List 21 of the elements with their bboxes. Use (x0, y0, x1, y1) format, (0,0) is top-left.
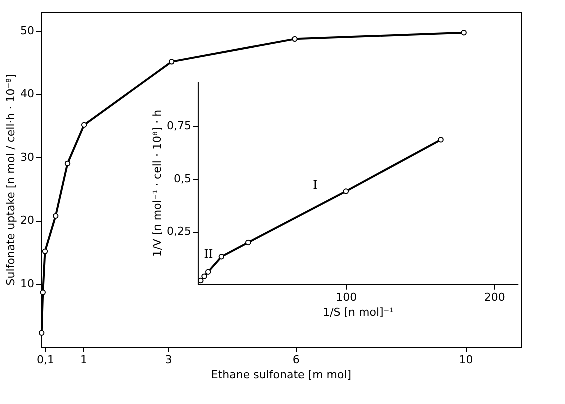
x-tick-label: 3 (165, 354, 172, 366)
y-axis-title: Sulfonate uptake [n mol / cell·h · 10⁻⁸] (4, 74, 18, 286)
x-tick-label: 100 (336, 290, 358, 304)
y-tick-label: 10 (20, 277, 34, 290)
x-tick-label: 0,1 (37, 354, 54, 366)
annotation: II (204, 246, 214, 261)
y-tick-label: 0,25 (166, 225, 192, 238)
x-tick-label: 10 (459, 354, 474, 366)
y-tick-label: 30 (20, 150, 34, 164)
y-tick-label: 40 (20, 88, 34, 101)
y-axis-title: 1/V [n mol⁻¹ · cell · 10⁸] · h (150, 110, 164, 258)
y-tick-label: 0,75 (166, 120, 192, 133)
y-tick-label: 20 (20, 214, 34, 228)
x-tick-label: 1 (80, 354, 88, 366)
x-axis-title: Ethane sulfonate [m mol] (211, 368, 352, 382)
y-tick-label: 50 (20, 24, 34, 38)
x-tick-label: 6 (292, 354, 300, 366)
y-tick-label: 0,5 (174, 172, 192, 186)
annotation: I (313, 177, 318, 192)
x-axis-title: 1/S [n mol]⁻¹ (323, 306, 394, 319)
x-tick-label: 200 (484, 290, 506, 304)
